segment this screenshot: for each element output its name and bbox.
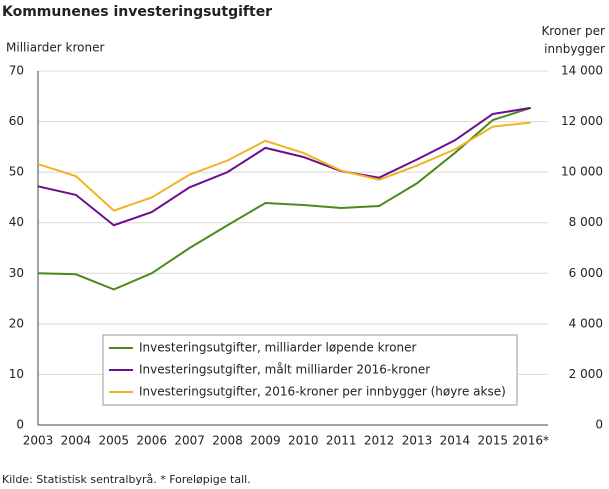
legend-label: Investeringsutgifter, målt milliarder 20… (139, 363, 430, 377)
y-tick-label: 0 (16, 418, 24, 432)
x-tick-label: 2010 (288, 434, 319, 448)
x-tick-label: 2008 (212, 434, 243, 448)
series-line (37, 106, 531, 227)
legend-label: Investeringsutgifter, milliarder løpende… (139, 341, 417, 355)
x-tick-label: 2005 (99, 434, 130, 448)
x-tick-label: 2006 (136, 434, 167, 448)
chart-title: Kommunenes investeringsutgifter (2, 4, 272, 20)
y-tick-label: 50 (9, 165, 24, 179)
y-tick-label: 60 (9, 114, 24, 128)
x-tick-label: 2011 (326, 434, 357, 448)
x-tick-label: 2015 (478, 434, 509, 448)
y2-tick-label: 8 000 (569, 215, 603, 229)
x-tick-label: 2007 (174, 434, 205, 448)
legend-box (102, 334, 518, 406)
x-tick-label: 2003 (23, 434, 54, 448)
y2-tick-label: 0 (595, 418, 603, 432)
y2-tick-label: 12 000 (561, 114, 603, 128)
y-tick-label: 10 (9, 367, 24, 381)
x-tick-label: 2009 (250, 434, 281, 448)
y-tick-label: 70 (9, 64, 24, 78)
source: Kilde: Statistisk sentralbyrå. * Foreløp… (2, 473, 251, 486)
y-axis-label: Milliarder kroner (6, 41, 104, 55)
y2-tick-label: 4 000 (569, 316, 603, 330)
y2-tick-label: 6 000 (569, 266, 603, 280)
y-tick-label: 30 (9, 266, 24, 280)
legend-label: Investeringsutgifter, 2016-kroner per in… (139, 385, 506, 399)
x-tick-label: 2014 (440, 434, 471, 448)
y2-axis-label: Kroner per innbygger (541, 24, 605, 56)
x-tick-label: 2004 (61, 434, 92, 448)
series-line (37, 106, 532, 291)
y2-tick-label: 2 000 (569, 367, 603, 381)
y2-tick-label: 14 000 (561, 64, 603, 78)
y-tick-label: 20 (9, 316, 24, 330)
x-tick-label: 2012 (364, 434, 395, 448)
x-tick-label: 2016* (512, 434, 549, 448)
x-tick-label: 2013 (402, 434, 433, 448)
y2-tick-label: 10 000 (561, 165, 603, 179)
y-tick-label: 40 (9, 215, 24, 229)
series-line (37, 121, 531, 212)
